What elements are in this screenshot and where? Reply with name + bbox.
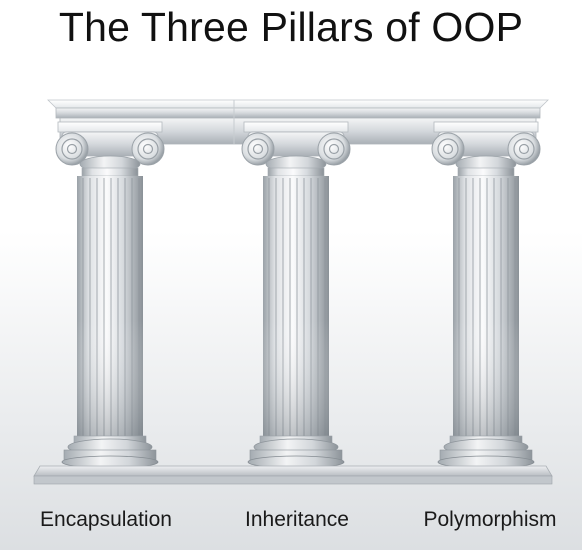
page-title: The Three Pillars of OOP xyxy=(58,4,524,50)
pillar-encapsulation xyxy=(55,121,165,469)
pillar-label-polymorphism: Polymorphism xyxy=(423,508,557,531)
floor-slab xyxy=(33,465,553,485)
pillar-label-inheritance: Inheritance xyxy=(245,508,349,531)
pillar-inheritance xyxy=(241,121,351,469)
pillar-label-encapsulation: Encapsulation xyxy=(40,508,172,531)
pillar-polymorphism xyxy=(431,121,541,469)
